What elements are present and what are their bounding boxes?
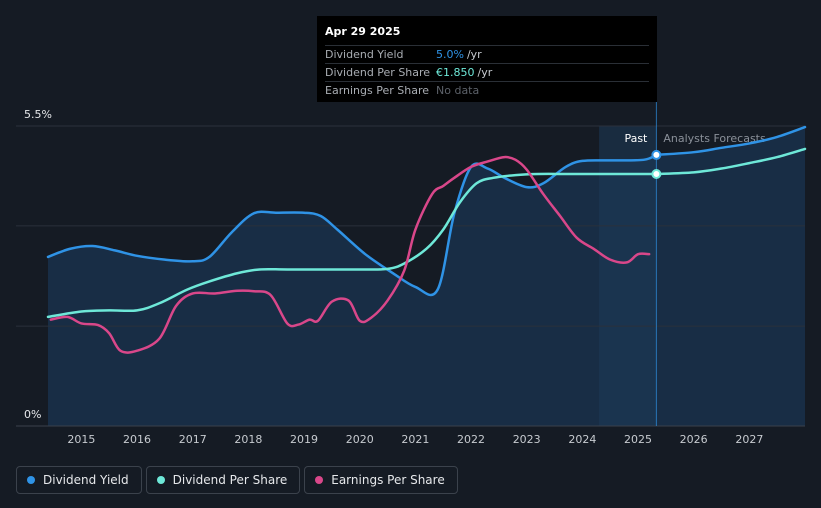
legend-item-earnings-per-share[interactable]: Earnings Per Share <box>304 466 458 494</box>
earnings-per-share-line <box>49 155 651 354</box>
tooltip-unit: /yr <box>466 48 482 61</box>
tooltip-unit: /yr <box>477 66 493 79</box>
x-tick-label: 2018 <box>234 433 262 446</box>
legend-label: Dividend Per Share <box>172 473 288 487</box>
x-tick-label: 2016 <box>123 433 151 446</box>
tooltip-row-dividend-per-share: Dividend Per Share €1.850 /yr <box>325 63 649 81</box>
x-tick-label: 2023 <box>513 433 541 446</box>
dividend-per-share-line <box>46 172 658 319</box>
tooltip: Apr 29 2025 Dividend Yield 5.0% /yr Divi… <box>317 16 657 102</box>
dividend-yield-line <box>46 153 658 297</box>
tooltip-row-earnings-per-share: Earnings Per Share No data <box>325 81 649 99</box>
x-tick-label: 2021 <box>401 433 429 446</box>
dividend-per-share-marker <box>651 169 662 179</box>
legend-label: Dividend Yield <box>43 473 129 487</box>
legend: Dividend Yield Dividend Per Share Earnin… <box>16 466 458 494</box>
x-tick-label: 2019 <box>290 433 318 446</box>
x-tick-label: 2015 <box>67 433 95 446</box>
legend-dot-icon <box>156 476 165 484</box>
legend-label: Earnings Per Share <box>331 473 445 487</box>
tooltip-value: 5.0% <box>436 48 464 61</box>
dividend-per-share-forecast-line <box>655 147 807 176</box>
tooltip-value: €1.850 <box>436 66 475 79</box>
y-tick-label: 0% <box>24 408 41 421</box>
y-tick-label: 5.5% <box>24 108 52 121</box>
tooltip-value: No data <box>436 84 480 97</box>
x-tick-label: 2017 <box>179 433 207 446</box>
legend-item-dividend-yield[interactable]: Dividend Yield <box>16 466 142 494</box>
tooltip-label: Earnings Per Share <box>325 84 430 97</box>
tooltip-label: Dividend Yield <box>325 48 404 61</box>
legend-dot-icon <box>27 476 35 484</box>
legend-item-dividend-per-share[interactable]: Dividend Per Share <box>145 466 301 494</box>
dividend-yield-marker <box>651 149 662 160</box>
tooltip-row-dividend-yield: Dividend Yield 5.0% /yr <box>325 45 649 63</box>
x-tick-label: 2020 <box>346 433 374 446</box>
x-tick-label: 2027 <box>735 433 763 446</box>
tooltip-label: Dividend Per Share <box>325 66 431 79</box>
x-tick-label: 2024 <box>568 433 596 446</box>
past-highlight-band <box>599 126 657 426</box>
legend-dot-icon <box>315 476 324 484</box>
x-tick-label: 2022 <box>457 433 485 446</box>
x-tick-label: 2026 <box>680 433 708 446</box>
forecast-label: Analysts Forecasts <box>663 132 766 145</box>
dividend-yield-forecast-line <box>655 125 807 157</box>
x-tick-label: 2025 <box>624 433 652 446</box>
tooltip-date: Apr 29 2025 <box>325 25 401 38</box>
past-label: Past <box>624 132 648 145</box>
